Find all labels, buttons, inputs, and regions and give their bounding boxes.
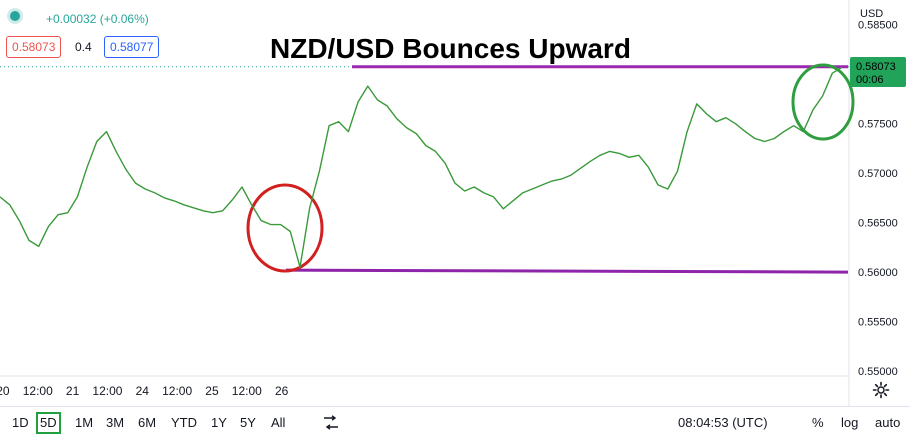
x-tick-label: 12:00 (92, 384, 122, 398)
y-tick-label: 0.57000 (858, 168, 898, 180)
timeframe-1m[interactable]: 1M (75, 415, 94, 430)
status-dot-icon (10, 11, 20, 21)
timeframe-all[interactable]: All (271, 415, 286, 430)
auto-toggle[interactable]: auto (875, 415, 901, 430)
timeframe-5y[interactable]: 5Y (240, 415, 256, 430)
x-tick-label: 26 (275, 384, 289, 398)
series-layer (0, 66, 843, 268)
y-tick-label: 0.56500 (858, 218, 898, 230)
last-price-badge (850, 56, 906, 87)
x-tick-label: 12:00 (232, 384, 262, 398)
y-tick-label: 0.58500 (858, 20, 898, 32)
x-tick-label: 12:00 (23, 384, 53, 398)
sell-price-button[interactable]: 0.58073 (6, 36, 62, 58)
low-highlight-circle (246, 183, 324, 273)
annotation-layer (0, 63, 855, 274)
x-tick-label: 20 (0, 384, 10, 398)
y-tick-label: 0.56000 (858, 267, 898, 279)
currency-selector[interactable]: USD (860, 8, 884, 20)
x-tick-label: 21 (66, 384, 80, 398)
y-tick-label: 0.55500 (858, 317, 898, 329)
y-tick-label: 0.57500 (858, 119, 898, 131)
x-tick-label: 25 (205, 384, 219, 398)
clock: 08:04:53 (UTC) (678, 415, 768, 430)
timeframe-5d[interactable]: 5D (36, 412, 61, 434)
chart-title: NZD/USD Bounces Upward (270, 33, 631, 64)
timeframe-3m[interactable]: 3M (106, 415, 125, 430)
price-change: +0.00032 (+0.06%) (46, 12, 149, 26)
timeframe-1d[interactable]: 1D (12, 415, 29, 430)
support-line (285, 268, 849, 274)
bottom-toolbar: 1D 5D 1M 3M 6M YTD 1Y 5Y All 08:04:53 (U… (0, 406, 910, 437)
log-toggle[interactable]: log (841, 415, 859, 430)
x-tick-label: 24 (136, 384, 150, 398)
timeframe-ytd[interactable]: YTD (171, 415, 197, 430)
timeframe-1y[interactable]: 1Y (211, 415, 227, 430)
countdown-label: 00:06 (856, 74, 884, 86)
spread-value: 0.4 (75, 40, 92, 54)
percent-toggle[interactable]: % (812, 415, 824, 430)
compare-icon[interactable] (322, 415, 340, 431)
y-tick-label: 0.55000 (858, 366, 898, 378)
x-tick-label: 12:00 (162, 384, 192, 398)
x-axis: 20 12:00 21 12:00 24 12:00 25 12:00 26 (0, 384, 289, 398)
buy-price-button[interactable]: 0.58077 (104, 36, 160, 58)
last-price-label: 0.58073 (856, 61, 896, 73)
gear-icon[interactable] (872, 381, 890, 399)
high-highlight-circle (791, 63, 855, 141)
timeframe-6m[interactable]: 6M (138, 415, 157, 430)
price-line (0, 66, 843, 268)
